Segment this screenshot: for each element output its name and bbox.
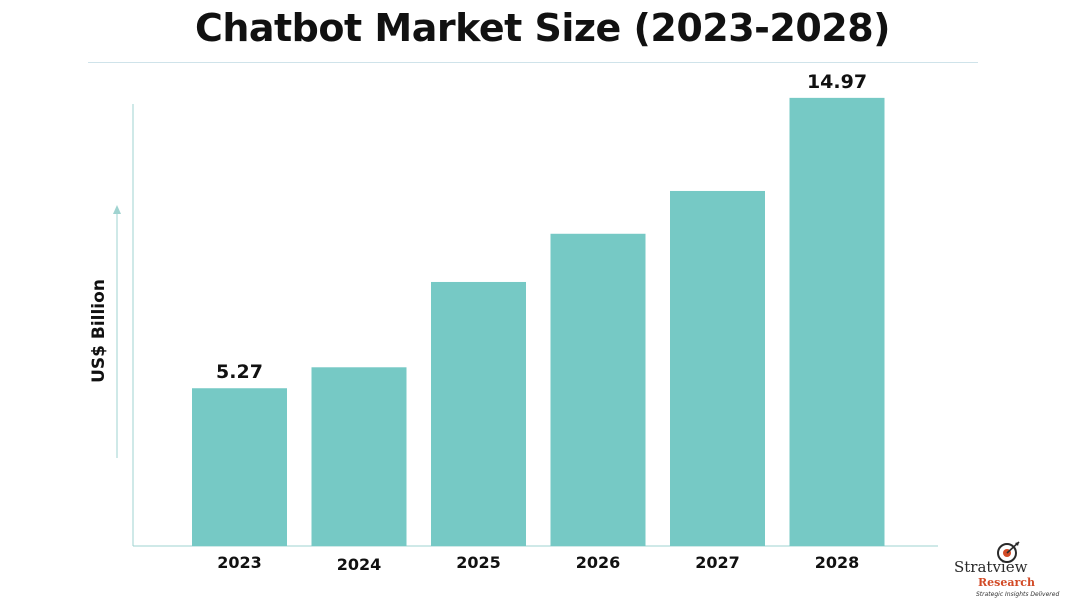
bar-2028 — [789, 97, 885, 546]
x-tick-label-2025: 2025 — [456, 553, 501, 572]
stratview-logo: Stratview Research Strategic Insights De… — [940, 540, 1070, 602]
bar-group — [192, 97, 885, 547]
bar-2025 — [431, 281, 526, 546]
bar-2027 — [670, 190, 765, 547]
label-group: 2023 5.27 2024 2025 2026 2027 2028 14.97 — [216, 71, 867, 574]
y-axis-label: US$ Billion — [89, 279, 109, 383]
x-tick-label-2027: 2027 — [695, 553, 740, 572]
bar-2023 — [192, 388, 287, 546]
x-tick-label-2023: 2023 — [217, 553, 262, 572]
logo-tagline: Strategic Insights Delivered — [976, 591, 1060, 598]
target-icon — [997, 541, 1020, 563]
bar-2026 — [550, 233, 646, 547]
logo-name: Stratview — [954, 558, 1028, 576]
logo-research: Research — [978, 576, 1035, 589]
x-tick-label-2024: 2024 — [337, 555, 382, 574]
chart-title: Chatbot Market Size (2023-2028) — [194, 6, 891, 50]
data-label-2023: 5.27 — [216, 361, 263, 383]
x-tick-label-2028: 2028 — [815, 553, 860, 572]
y-arrow-head-icon — [113, 205, 121, 214]
data-label-2028: 14.97 — [807, 71, 867, 93]
x-tick-label-2026: 2026 — [576, 553, 621, 572]
bar-2024 — [311, 367, 407, 546]
title-divider — [88, 62, 978, 63]
